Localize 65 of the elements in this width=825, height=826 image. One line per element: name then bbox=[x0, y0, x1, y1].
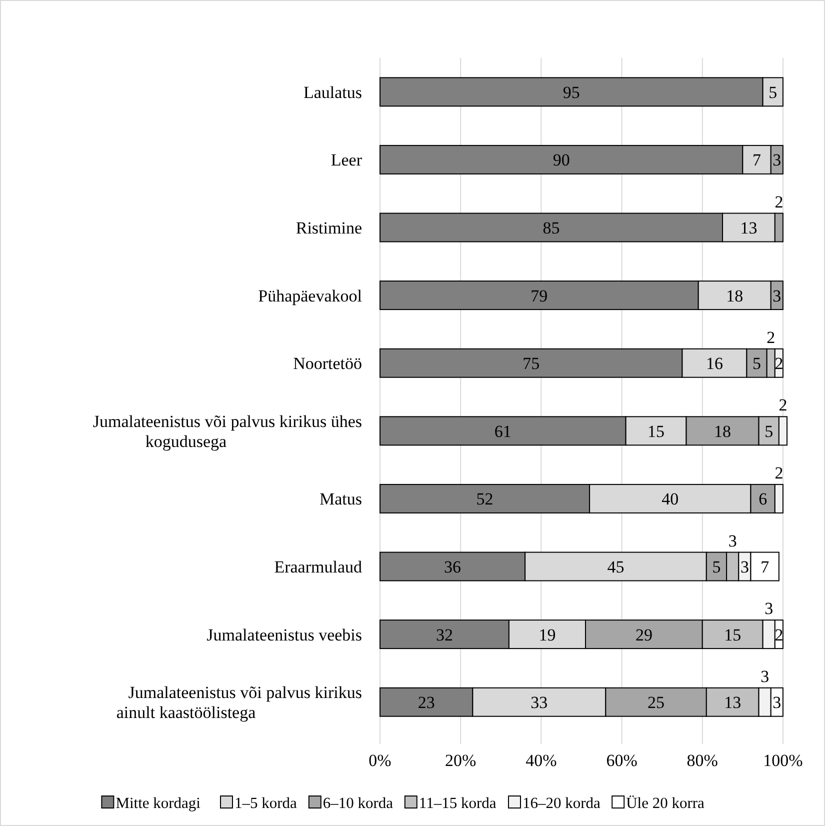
data-label: 52 bbox=[476, 490, 494, 509]
data-label: 3 bbox=[772, 286, 782, 306]
data-label: 5 bbox=[712, 558, 721, 576]
legend-label: 6–10 korda bbox=[322, 795, 394, 812]
data-label: 90 bbox=[552, 150, 570, 170]
data-label: 2 bbox=[774, 354, 784, 374]
y-tick-label: Pühapäevakool bbox=[258, 286, 362, 306]
data-label: 2 bbox=[774, 463, 784, 482]
data-label: 33 bbox=[530, 693, 548, 712]
x-tick-label: 0% bbox=[368, 751, 392, 770]
data-label: 13 bbox=[724, 693, 742, 712]
data-label: 15 bbox=[724, 625, 742, 644]
data-label: 16 bbox=[706, 354, 723, 374]
data-label: 15 bbox=[648, 422, 665, 441]
data-label: 36 bbox=[444, 558, 462, 576]
y-tick-label: Eraarmulaud bbox=[274, 558, 362, 576]
data-label: 5 bbox=[764, 422, 774, 441]
legend-label: 16–20 korda bbox=[522, 795, 601, 812]
y-tick-label: Laulatus bbox=[303, 82, 362, 102]
y-tick-label: Leer bbox=[330, 150, 362, 170]
data-label: 13 bbox=[740, 218, 758, 238]
y-tick-label: Jumalateenistus või palvus kirikus ühes kogudusega bbox=[92, 412, 362, 451]
x-tick-label: 40% bbox=[526, 751, 557, 770]
data-label: 19 bbox=[538, 625, 556, 644]
data-label: 3 bbox=[740, 558, 749, 576]
legend-label: 11–15 korda bbox=[418, 795, 496, 812]
data-label: 29 bbox=[635, 625, 652, 644]
data-label: 32 bbox=[436, 625, 453, 644]
data-label: 5 bbox=[752, 354, 762, 374]
data-label: 7 bbox=[752, 150, 762, 170]
x-tick-label: 80% bbox=[686, 751, 718, 770]
data-label: 2 bbox=[778, 396, 788, 415]
data-label: 6 bbox=[758, 490, 768, 509]
data-label: 3 bbox=[760, 666, 770, 686]
data-label: 79 bbox=[530, 286, 548, 306]
data-label: 75 bbox=[522, 354, 540, 374]
data-label: 45 bbox=[607, 558, 624, 576]
x-tick-label: 20% bbox=[445, 751, 476, 770]
data-label: 3 bbox=[728, 531, 737, 550]
data-label: 25 bbox=[648, 693, 665, 712]
data-label: 2 bbox=[766, 328, 776, 347]
y-tick-label: Jumalateenistus või palvus kirikus ainult kaastöölistega bbox=[116, 683, 362, 722]
x-tick-label: 60% bbox=[606, 751, 638, 770]
data-label: 7 bbox=[760, 558, 770, 576]
data-label: 3 bbox=[772, 693, 782, 712]
data-label: 3 bbox=[764, 599, 774, 618]
y-tick-label: Ristimine bbox=[296, 218, 362, 238]
data-label: 2 bbox=[774, 625, 784, 644]
y-tick-label: Matus bbox=[320, 490, 362, 509]
legend-label: Üle 20 korra bbox=[626, 795, 705, 812]
data-label: 95 bbox=[562, 82, 580, 102]
x-tick-label: 100% bbox=[763, 751, 803, 770]
data-label: 5 bbox=[768, 82, 778, 102]
data-label: 2 bbox=[774, 192, 784, 212]
legend-label: Mitte kordagi bbox=[116, 795, 202, 812]
data-label: 61 bbox=[494, 422, 512, 441]
data-label: 18 bbox=[726, 286, 744, 306]
data-label: 40 bbox=[662, 490, 679, 509]
y-tick-label: Noortetöö bbox=[293, 354, 362, 374]
data-label: 18 bbox=[714, 422, 732, 441]
y-tick-label: Jumalateenistus veebis bbox=[206, 625, 362, 644]
legend-label: 1–5 korda bbox=[234, 795, 298, 812]
data-label: 23 bbox=[418, 693, 435, 712]
data-label: 85 bbox=[542, 218, 560, 238]
data-label: 3 bbox=[772, 150, 782, 170]
